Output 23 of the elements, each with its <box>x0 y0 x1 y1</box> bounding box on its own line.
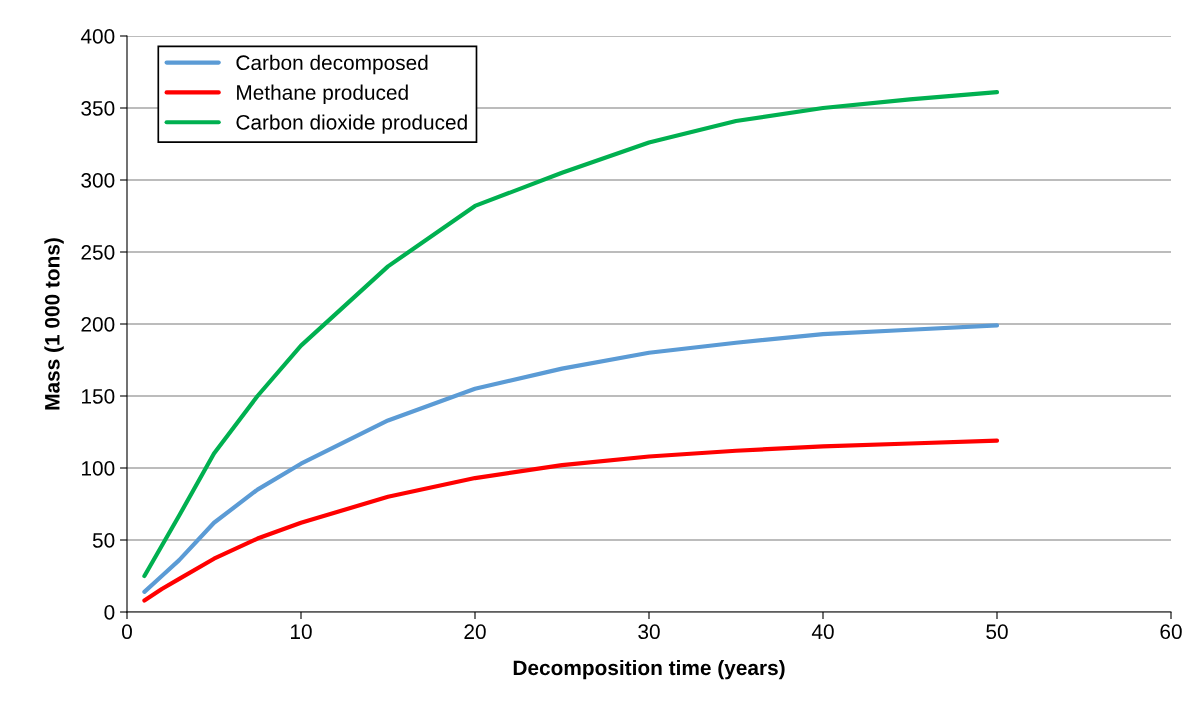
x-tick-label: 0 <box>122 624 132 640</box>
legend-label: Carbon dioxide produced <box>236 114 467 134</box>
y-tick-label: 300 <box>81 173 115 188</box>
y-tick-label: 200 <box>81 317 115 332</box>
x-tick-label: 20 <box>464 624 486 640</box>
legend-label: Methane produced <box>237 84 408 105</box>
line-series <box>142 438 1000 603</box>
y-tick-label: 250 <box>81 245 115 260</box>
x-tick-label: 10 <box>291 624 312 640</box>
y-tick-label: 50 <box>92 533 115 548</box>
x-tick-label: 60 <box>1160 624 1182 640</box>
y-tick-label: 150 <box>82 389 115 404</box>
legend-label: Carbon decomposed <box>236 54 428 75</box>
y-tick-label: 100 <box>82 461 115 476</box>
x-axis-title: Decomposition time (years) <box>513 659 785 680</box>
x-tick-label: 50 <box>986 624 1008 640</box>
y-axis-title: Mass (1 000 tons) <box>44 238 64 410</box>
y-tick-label: 0 <box>104 605 115 620</box>
y-tick-label: 400 <box>80 29 115 44</box>
x-tick-label: 40 <box>811 624 834 640</box>
y-tick-label: 350 <box>81 101 115 116</box>
line-series <box>142 323 1000 594</box>
x-tick-label: 30 <box>638 624 660 640</box>
